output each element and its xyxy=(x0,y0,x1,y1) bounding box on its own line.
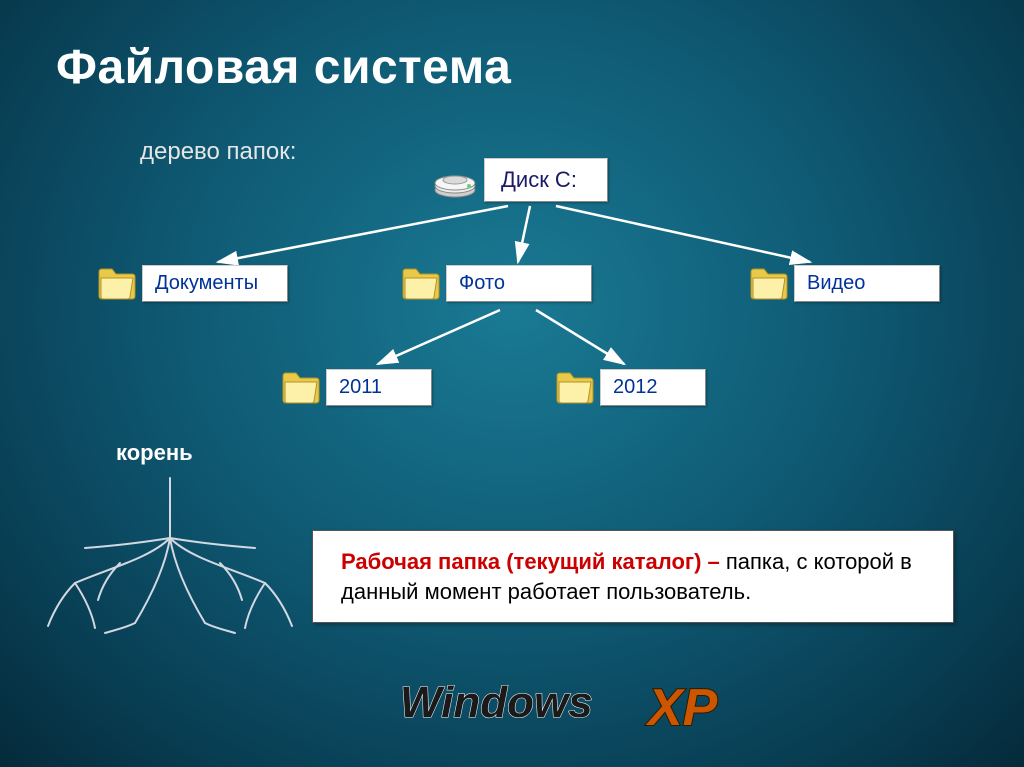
root-caption: корень xyxy=(116,440,193,466)
brand-word: Windows xyxy=(400,678,593,727)
tree-node-label: Видео xyxy=(794,265,940,302)
root-art xyxy=(40,468,300,638)
tree-root-label: Диск C: xyxy=(484,158,608,202)
tree-node-y2011: 2011 xyxy=(280,368,432,406)
tree-node-y2012: 2012 xyxy=(554,368,706,406)
brand-watermark: Windows XP xyxy=(400,675,820,735)
folder-icon xyxy=(96,264,138,302)
slide-title: Файловая система xyxy=(56,40,511,95)
slide: Файловая система дерево папок: Диск C: Д… xyxy=(0,0,1024,767)
tree-node-video: Видео xyxy=(748,264,940,302)
brand-suffix: XP xyxy=(645,679,718,735)
folder-icon xyxy=(280,368,322,406)
arrows-layer xyxy=(0,0,1024,767)
folder-icon xyxy=(400,264,442,302)
folder-icon xyxy=(554,368,596,406)
tree-node-photo: Фото xyxy=(400,264,592,302)
tree-node-docs: Документы xyxy=(96,264,288,302)
tree-node-label: Документы xyxy=(142,265,288,302)
tree-node-label: Фото xyxy=(446,265,592,302)
tree-root-node: Диск C: xyxy=(432,158,608,202)
note-term: Рабочая папка (текущий каталог) – xyxy=(341,549,726,574)
tree-node-label: 2012 xyxy=(600,369,706,406)
note-box: Рабочая папка (текущий каталог) – папка,… xyxy=(312,530,954,623)
folder-icon xyxy=(748,264,790,302)
drive-icon xyxy=(432,160,478,200)
tree-node-label: 2011 xyxy=(326,369,432,406)
slide-subtitle: дерево папок: xyxy=(140,138,296,166)
